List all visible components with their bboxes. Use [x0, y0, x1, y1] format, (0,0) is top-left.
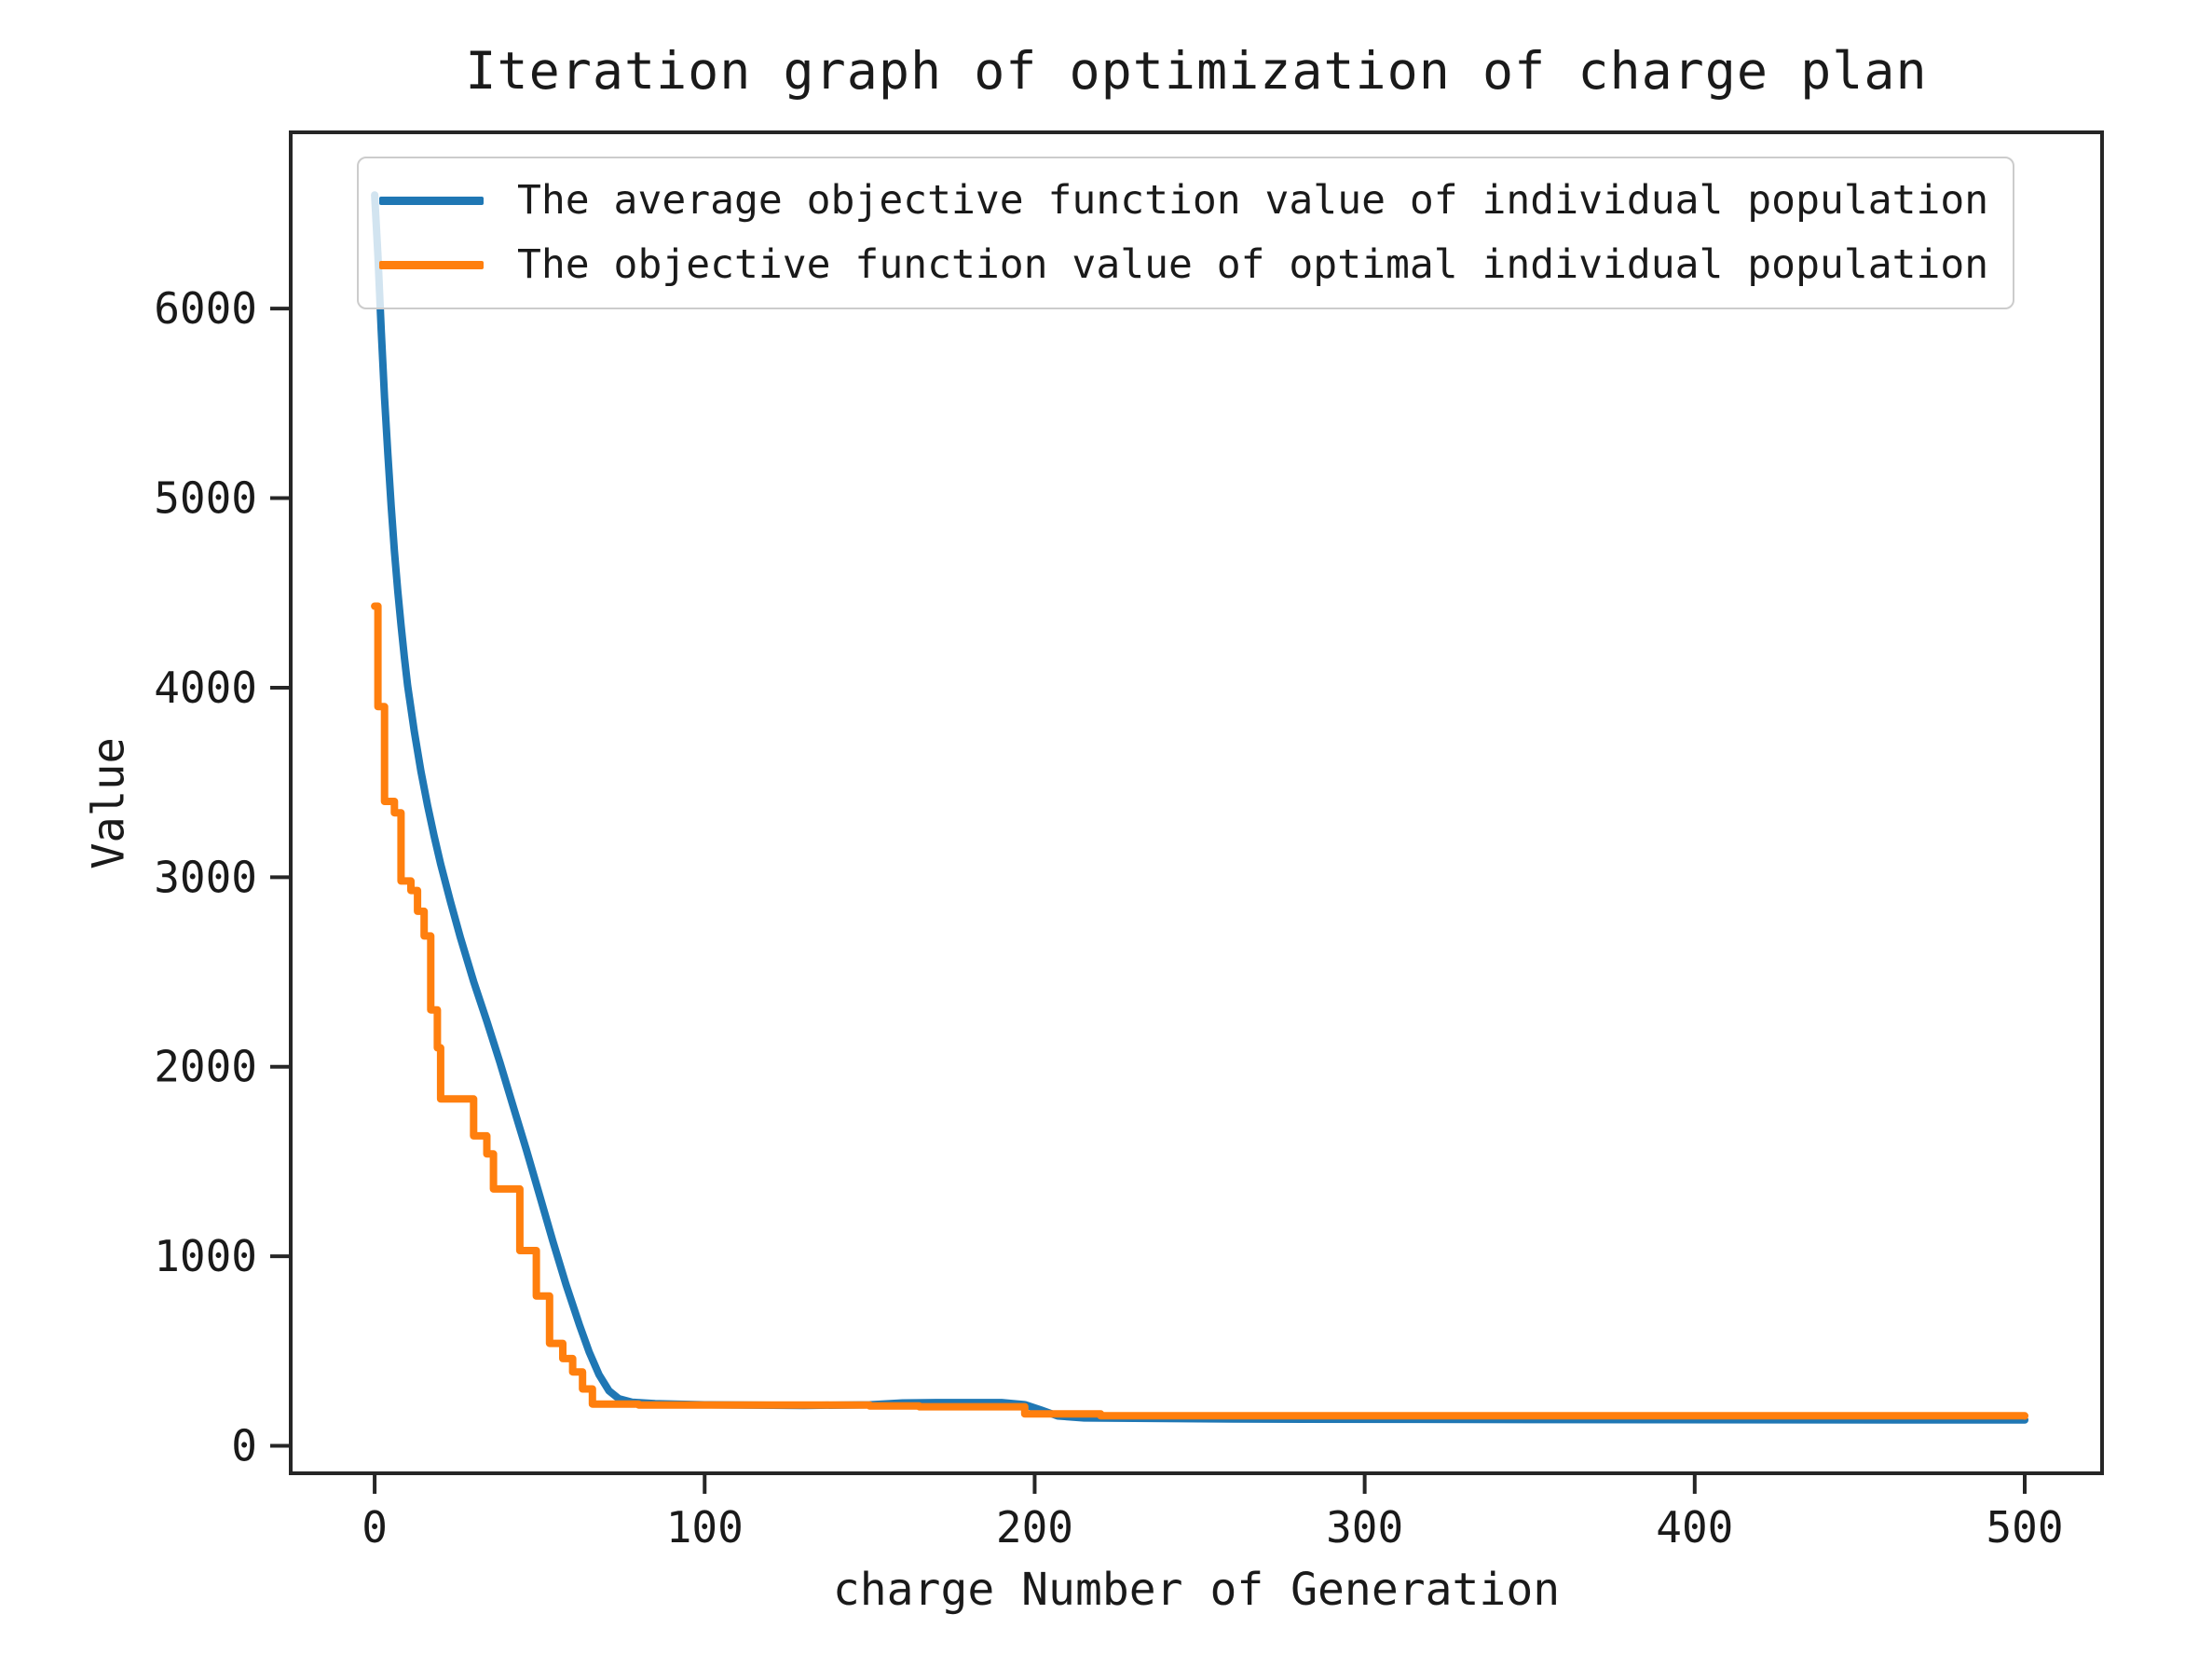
- y-tick-label: 1000: [154, 1231, 257, 1281]
- x-tick-label: 200: [996, 1502, 1073, 1552]
- series-line-average: [371, 191, 2028, 1424]
- y-tick-label: 3000: [154, 852, 257, 902]
- axes-spines: [289, 130, 2104, 1475]
- x-axis-label: charge Number of Generation: [832, 1564, 1561, 1616]
- legend: The average objective function value of …: [357, 157, 2015, 309]
- y-tick-label: 6000: [154, 283, 257, 334]
- series-line-optimal: [371, 602, 2028, 1420]
- y-tick-label: 0: [231, 1420, 257, 1470]
- legend-item: The average objective function value of …: [379, 175, 1988, 226]
- legend-line-orange-icon: [379, 261, 484, 269]
- y-tick-label: 4000: [154, 663, 257, 713]
- x-tick-label: 300: [1326, 1502, 1403, 1552]
- x-tick-label: 400: [1656, 1502, 1733, 1552]
- x-tick-label: 500: [1986, 1502, 2063, 1552]
- legend-item: The objective function value of optimal …: [379, 239, 1988, 291]
- y-tick-label: 2000: [154, 1042, 257, 1092]
- legend-label-optimal: The objective function value of optimal …: [517, 241, 1989, 288]
- x-tick-label: 0: [362, 1502, 388, 1552]
- legend-label-average: The average objective function value of …: [517, 177, 1989, 224]
- x-tick-label: 100: [666, 1502, 744, 1552]
- y-tick-label: 5000: [154, 473, 257, 524]
- legend-line-blue-icon: [379, 197, 484, 205]
- y-axis-label: Value: [83, 737, 135, 869]
- chart-title: Iteration graph of optimization of charg…: [465, 41, 1928, 101]
- plot-svg: 0 100 200 300 400 500010002000300040005000600…: [154, 130, 2104, 1552]
